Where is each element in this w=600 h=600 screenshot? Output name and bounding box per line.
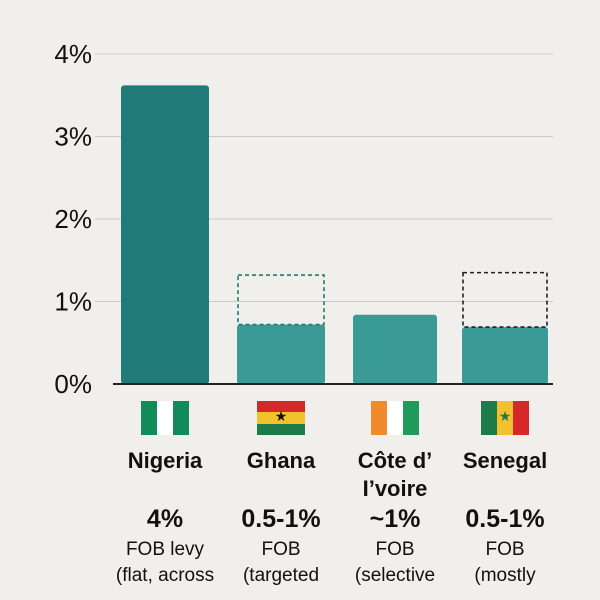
bar-1 [237,324,325,384]
category-label-line: Ghana [246,448,316,473]
range-outline-3 [462,271,548,328]
basis-label-senegal: FOB [485,539,525,560]
bar-0 [121,85,209,384]
y-axis-ticks: 0% 1% 2% 3% 4% [54,39,92,399]
category-label-ghana: Ghana [221,447,341,475]
rate-label-senegal: 0.5-1% [465,505,545,533]
category-label-line: I’voire [362,476,428,501]
category-label-line: Nigeria [127,448,203,473]
basis-label-cote-divoire: FOB [375,539,415,560]
category-label-line: Côte d’ [357,448,433,473]
senegal-flag-icon: ★ [481,401,529,435]
y-tick-label: 2% [54,204,92,234]
y-tick-label: 3% [54,122,92,152]
category-label-senegal: Senegal [445,447,565,475]
note-label-nigeria: (flat, across [115,565,215,586]
y-tick-label: 1% [54,287,92,317]
bar-2 [353,314,437,384]
category-label-cote-divoire: Côte d’ I’voire [335,447,455,503]
category-label-line: Senegal [462,448,548,473]
y-tick-label: 0% [54,369,92,399]
note-label-cote-divoire: (selective [354,565,436,586]
range-outline-1 [237,274,325,326]
note-label-ghana: (targeted [242,565,320,586]
basis-label-ghana: FOB [261,539,301,560]
cote-divoire-flag-icon [371,401,419,435]
rate-label-nigeria: 4% [146,505,184,533]
bars [121,85,548,384]
rate-label-ghana: 0.5-1% [241,505,321,533]
note-label-senegal: (mostly [474,565,536,586]
basis-label-nigeria: FOB levy [125,539,205,560]
y-tick-label: 4% [54,39,92,69]
nigeria-flag-icon [141,401,189,435]
bar-3 [462,327,548,384]
category-label-nigeria: Nigeria [105,447,225,475]
ghana-flag-icon: ★ [257,401,305,435]
rate-label-cote-divoire: ~1% [369,505,421,533]
